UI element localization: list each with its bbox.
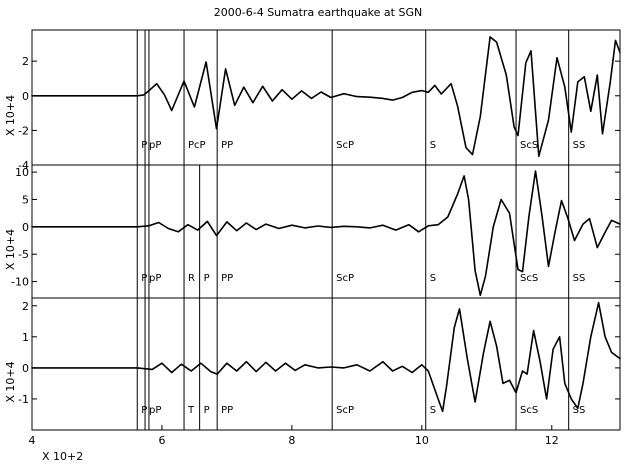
phase-label-ScP: ScP bbox=[336, 140, 354, 151]
phase-label-ScS: ScS bbox=[520, 273, 538, 284]
y-tick-label: 0 bbox=[22, 362, 29, 375]
y-tick-label: -10 bbox=[11, 276, 29, 289]
y-tick-label: -4 bbox=[18, 159, 29, 172]
y-tick-label: 5 bbox=[22, 193, 29, 206]
y-tick-label: -1 bbox=[18, 393, 29, 406]
phase-label-ScS: ScS bbox=[520, 140, 538, 151]
y-multiplier-label: X 10+4 bbox=[4, 361, 17, 402]
x-axis-multiplier-label: X 10+2 bbox=[42, 450, 83, 463]
y-multiplier-label: X 10+4 bbox=[4, 95, 17, 136]
y-multiplier-label: X 10+4 bbox=[4, 229, 17, 270]
waveform-line bbox=[31, 301, 621, 413]
y-tick-label: 0 bbox=[22, 90, 29, 103]
y-tick-label: -5 bbox=[18, 248, 29, 261]
phase-label-PP: PP bbox=[221, 273, 233, 284]
y-tick-label: 1 bbox=[22, 331, 29, 344]
x-tick-label: 8 bbox=[288, 434, 295, 447]
phase-label-P: P bbox=[141, 405, 147, 416]
y-tick-label: 0 bbox=[22, 221, 29, 234]
chart-title: 2000-6-4 Sumatra earthquake at SGN bbox=[214, 6, 422, 19]
phase-label-P: P bbox=[204, 273, 210, 284]
x-axis: 4 6 8 10 12 bbox=[29, 425, 559, 447]
panel-1: 2 0 -2 -4 X 10+4 P pP PcP PP ScP S ScS SS bbox=[4, 29, 621, 172]
phase-label-PP: PP bbox=[221, 140, 233, 151]
x-tick-label: 4 bbox=[29, 434, 36, 447]
phase-label-ScP: ScP bbox=[336, 405, 354, 416]
phase-label-pP: pP bbox=[149, 405, 161, 416]
waveform-line bbox=[31, 36, 621, 158]
phase-label-P: P bbox=[204, 405, 210, 416]
phase-label-SS: SS bbox=[573, 273, 586, 284]
phase-label-SS: SS bbox=[573, 140, 586, 151]
phase-label-P: P bbox=[141, 140, 147, 151]
phase-label-SS: SS bbox=[573, 405, 586, 416]
phase-label-PcP: PcP bbox=[188, 140, 206, 151]
panels-layer: 20-2-4X 10+4P pP PcP PP ScP S ScS SS1050-5-10X … bbox=[4, 29, 621, 431]
x-tick-label: 12 bbox=[545, 434, 559, 447]
phase-label-S: S bbox=[430, 140, 436, 151]
phase-label-R: R bbox=[188, 273, 195, 284]
phase-label-pP: pP bbox=[149, 273, 161, 284]
y-tick-label: 2 bbox=[22, 300, 29, 313]
y-tick-label: 2 bbox=[22, 55, 29, 68]
waveform-line bbox=[31, 170, 621, 297]
phase-label-ScS: ScS bbox=[520, 405, 538, 416]
panel-3: 210-1X 10+4P pP T P PP ScP S ScS SS bbox=[4, 297, 621, 431]
phase-label-ScP: ScP bbox=[336, 273, 354, 284]
phase-label-T: T bbox=[187, 405, 195, 416]
phase-label-PP: PP bbox=[221, 405, 233, 416]
x-tick-label: 10 bbox=[415, 434, 429, 447]
y-tick-label: -2 bbox=[18, 124, 29, 137]
phase-label-S: S bbox=[430, 273, 436, 284]
phase-label-pP: pP bbox=[149, 140, 161, 151]
phase-label-S: S bbox=[430, 405, 436, 416]
y-tick-label: 10 bbox=[15, 166, 29, 179]
x-tick-label: 6 bbox=[158, 434, 165, 447]
panel-frame bbox=[31, 297, 621, 431]
phase-label-P: P bbox=[141, 273, 147, 284]
